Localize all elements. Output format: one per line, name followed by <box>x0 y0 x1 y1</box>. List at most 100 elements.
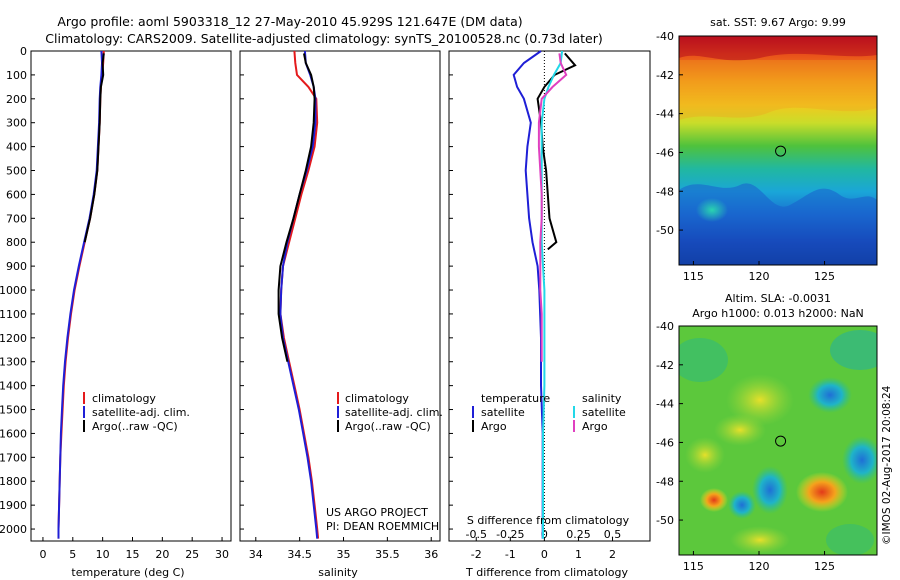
temperature-xlabel: temperature (deg C) <box>71 566 184 579</box>
depth-tick-label: 1900 <box>0 499 27 512</box>
difference-s-ticks: -0.5-0.2500.250.5 <box>466 528 622 541</box>
legend-title-temperature: temperature <box>481 392 550 405</box>
salinity-y-ticks <box>240 50 244 530</box>
depth-tick-label: 1000 <box>0 284 27 297</box>
temperature-legend: climatology satellite-adj. clim. Argo(..… <box>83 392 190 433</box>
x-tick-label: 20 <box>155 548 169 561</box>
salinity-panel: 34 34.5 35 35.5 36 salinity climatology sate… <box>239 50 443 579</box>
salinity-xlabel: salinity <box>318 566 358 579</box>
pi-label: PI: DEAN ROEMMICH <box>326 520 439 533</box>
legend-label-s-satellite: satellite <box>582 406 626 419</box>
x-tick-label: 35 <box>337 548 351 561</box>
depth-tick-label: 1400 <box>0 380 27 393</box>
depth-tick-label: 2000 <box>0 523 27 536</box>
depth-tick-label: 700 <box>6 212 27 225</box>
sst-y-ticks: -40 -42 -44 -46 -48 -50 <box>656 30 683 237</box>
argo-position-marker <box>775 435 787 447</box>
lat-tick-label: -48 <box>656 185 674 198</box>
series-line-satellite-adj <box>279 50 319 539</box>
sla-field <box>679 326 877 555</box>
series-line-argoraw <box>277 53 316 362</box>
series-line-climatology <box>279 50 320 539</box>
lon-tick-label: 120 <box>748 270 769 283</box>
difference-axes <box>448 50 651 542</box>
lon-tick-label: 115 <box>683 560 704 573</box>
lat-tick-label: -44 <box>656 398 674 411</box>
difference-legend: temperature satellite Argo salinity sate… <box>472 392 626 433</box>
s-tick-label: 0.5 <box>604 528 622 541</box>
project-label: US ARGO PROJECT <box>326 506 428 519</box>
depth-tick-label: 500 <box>6 165 27 178</box>
difference-xlabel: T difference from climatology <box>465 566 628 579</box>
legend-label-argo: Argo(..raw -QC) <box>92 420 178 433</box>
temperature-x-ticks: 0 5 10 15 20 25 30 <box>39 537 229 561</box>
lat-tick-label: -46 <box>656 146 674 159</box>
legend-label-t-argo: Argo <box>481 420 507 433</box>
lon-tick-label: 125 <box>814 270 835 283</box>
series-line-argoraw <box>83 53 105 243</box>
s-tick-label: -0.5 <box>466 528 487 541</box>
lat-tick-label: -50 <box>656 224 674 237</box>
legend-label-climatology: climatology <box>345 392 409 405</box>
lat-tick-label: -48 <box>656 475 674 488</box>
depth-tick-label: 100 <box>6 69 27 82</box>
x-tick-label: 36 <box>424 548 438 561</box>
legend-label-climatology: climatology <box>92 392 156 405</box>
temperature-series <box>57 50 105 539</box>
s-tick-label: -0.25 <box>496 528 524 541</box>
depth-tick-label: 1800 <box>0 475 27 488</box>
x-tick-label: 2 <box>609 548 616 561</box>
x-tick-label: 30 <box>215 548 229 561</box>
series-line-climatology <box>57 50 105 539</box>
x-tick-label: 34 <box>249 548 263 561</box>
sst-map-panel: sat. SST: 9.67 Argo: 9.99 -40-42-44-46-4… <box>656 16 878 283</box>
sla-x-ticks: 115 120 125 <box>683 551 835 573</box>
depth-tick-label: 800 <box>6 236 27 249</box>
x-tick-label: 25 <box>185 548 199 561</box>
sla-y-ticks: -40 -42 -44 -46 -48 -50 <box>656 320 683 527</box>
x-tick-label: 35.5 <box>375 548 400 561</box>
sla-map-title-line1: Altim. SLA: -0.0031 <box>725 292 831 305</box>
x-tick-label: 5 <box>69 548 76 561</box>
salinity-series <box>277 50 320 539</box>
series-line-salinity-Argo <box>537 53 568 362</box>
argo-position-marker <box>775 145 787 157</box>
depth-tick-label: 1500 <box>0 404 27 417</box>
figure-title-line1: Argo profile: aoml 5903318_12 27-May-201… <box>57 14 522 29</box>
x-tick-label: 0 <box>541 548 548 561</box>
legend-label-satellite: satellite-adj. clim. <box>92 406 190 419</box>
depth-tick-label: 1700 <box>0 451 27 464</box>
figure-title-line2: Climatology: CARS2009. Satellite-adjuste… <box>45 31 602 46</box>
lat-tick-label: -40 <box>656 30 674 43</box>
x-tick-label: 34.5 <box>287 548 312 561</box>
lon-tick-label: 125 <box>814 560 835 573</box>
lat-tick-label: -44 <box>656 108 674 121</box>
depth-ticks: 0 100 200 300 400 500 600 700 800 900 1000 1100 1200… <box>0 45 35 536</box>
legend-label-s-argo: Argo <box>582 420 608 433</box>
s-difference-label: S difference from climatology <box>467 514 630 527</box>
legend-label-t-satellite: satellite <box>481 406 525 419</box>
lat-tick-label: -42 <box>656 69 674 82</box>
legend-label-argo: Argo(..raw -QC) <box>345 420 431 433</box>
sla-map-title-line2: Argo h1000: 0.013 h2000: NaN <box>692 307 864 320</box>
x-tick-label: -1 <box>505 548 516 561</box>
imos-stamp: ©IMOS 02-Aug-2017 20:08:24 <box>881 385 893 545</box>
depth-tick-label: 600 <box>6 188 27 201</box>
sst-field <box>679 36 877 265</box>
lon-tick-label: 115 <box>683 270 704 283</box>
salinity-x-ticks: 34 34.5 35 35.5 36 <box>249 537 438 561</box>
legend-title-salinity: salinity <box>582 392 622 405</box>
depth-tick-label: 0 <box>20 45 27 58</box>
salinity-legend: climatology satellite-adj. clim. Argo(..… <box>337 392 443 433</box>
difference-y-ticks <box>449 50 453 530</box>
depth-tick-label: 400 <box>6 141 27 154</box>
depth-tick-label: 1200 <box>0 332 27 345</box>
x-tick-label: -2 <box>471 548 482 561</box>
sst-x-ticks: 115 120 125 <box>683 261 835 283</box>
depth-tick-label: 900 <box>6 260 27 273</box>
lat-tick-label: -46 <box>656 436 674 449</box>
x-tick-label: 0 <box>39 548 46 561</box>
sla-map-panel: Altim. SLA: -0.0031 Argo h1000: 0.013 h2… <box>656 292 878 573</box>
